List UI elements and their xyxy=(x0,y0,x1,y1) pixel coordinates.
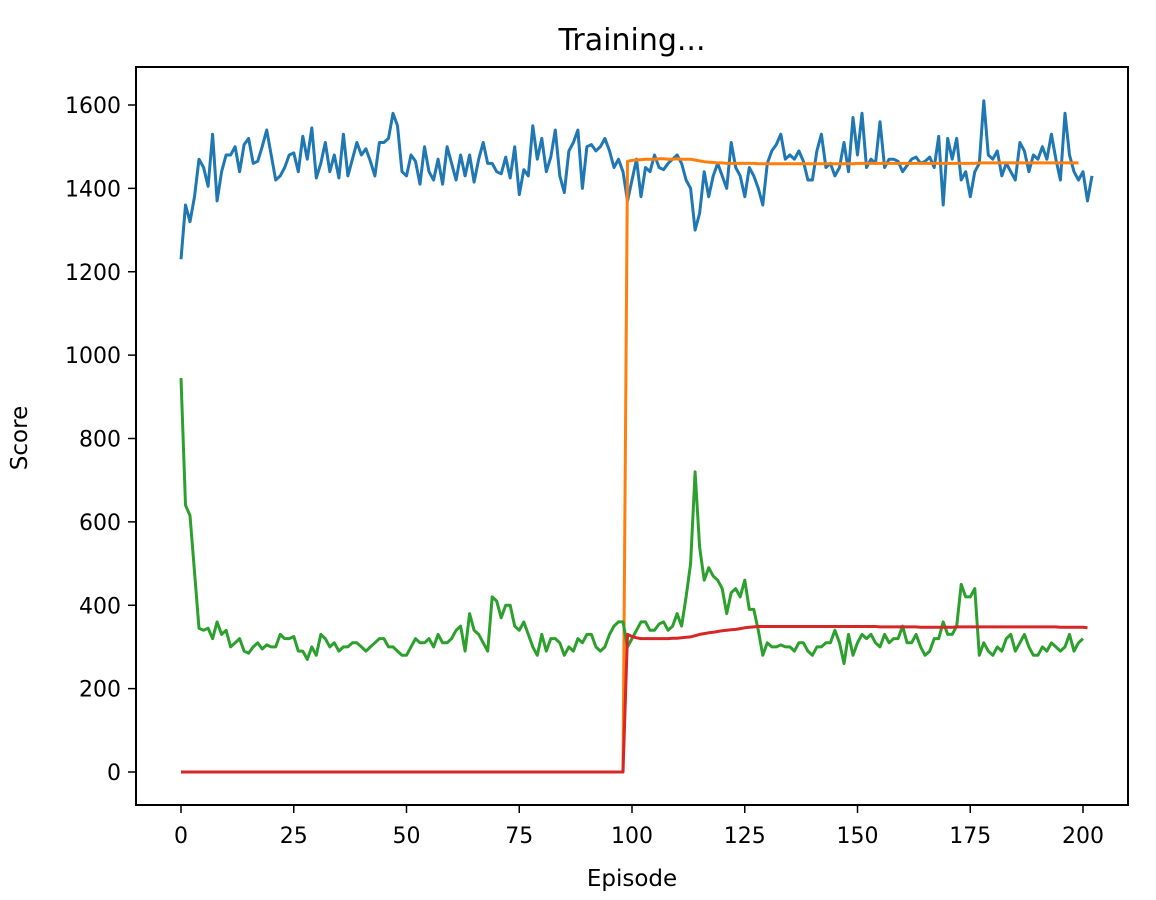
y-tick-label: 600 xyxy=(79,511,121,536)
x-tick-label: 150 xyxy=(837,824,879,849)
x-tick-label: 200 xyxy=(1062,824,1104,849)
x-tick-label: 75 xyxy=(505,824,533,849)
series-average-loss xyxy=(181,625,1088,774)
x-axis-ticks: 0 25 50 75 100 125 150 175 200 xyxy=(174,805,1104,849)
x-tick-label: 50 xyxy=(393,824,421,849)
y-tick-label: 200 xyxy=(79,678,121,703)
x-tick-label: 0 xyxy=(174,824,188,849)
x-tick-label: 100 xyxy=(611,824,653,849)
chart-title: Training... xyxy=(558,23,706,58)
y-tick-label: 1000 xyxy=(65,344,121,369)
y-tick-label: 800 xyxy=(79,428,121,453)
y-axis-label: Score xyxy=(7,406,33,470)
y-tick-label: 0 xyxy=(107,761,121,786)
series-score xyxy=(179,99,1094,260)
y-tick-label: 400 xyxy=(79,594,121,619)
series-average-score xyxy=(621,157,1079,773)
y-axis-ticks: 0 200 400 600 800 1000 1200 1400 1600 xyxy=(65,94,136,786)
x-axis-label: Episode xyxy=(587,866,677,892)
x-tick-label: 125 xyxy=(724,824,766,849)
x-tick-label: 25 xyxy=(280,824,308,849)
series-lines xyxy=(179,99,1094,774)
y-tick-label: 1200 xyxy=(65,261,121,286)
y-tick-label: 1400 xyxy=(65,177,121,202)
x-tick-label: 175 xyxy=(949,824,991,849)
y-tick-label: 1600 xyxy=(65,94,121,119)
series-loss xyxy=(179,378,1085,666)
